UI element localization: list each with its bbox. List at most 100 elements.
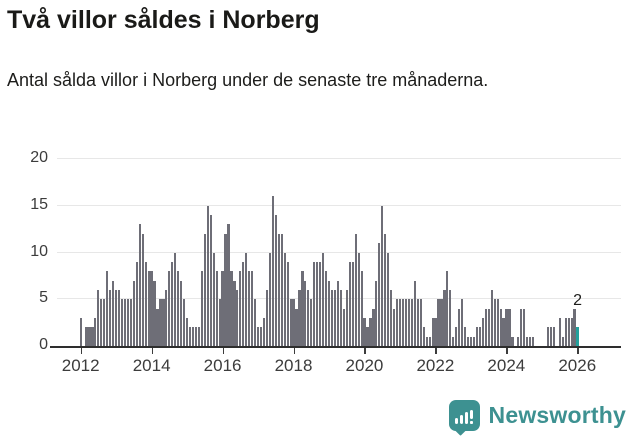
bar — [549, 327, 552, 346]
bar — [301, 271, 304, 346]
bar — [138, 224, 141, 346]
bar — [345, 289, 348, 346]
y-tick-label-10: 10 — [30, 242, 48, 260]
x-tick-label-2022: 2022 — [416, 356, 455, 375]
bar — [304, 280, 307, 346]
bar — [171, 261, 174, 346]
bar — [330, 289, 334, 346]
bar — [194, 327, 198, 346]
bar — [434, 317, 437, 346]
x-tick-2020 — [364, 348, 366, 354]
y-tick-label-0: 0 — [39, 336, 48, 353]
bar — [106, 271, 109, 346]
bar — [387, 252, 390, 346]
bar — [363, 317, 366, 346]
bar — [114, 289, 118, 346]
bar — [357, 252, 360, 346]
bar — [437, 299, 440, 346]
bar — [259, 327, 263, 346]
bar — [224, 233, 227, 346]
gridline-20 — [57, 158, 621, 159]
bar — [230, 271, 233, 346]
bar — [413, 280, 416, 346]
bar — [221, 271, 224, 346]
bar — [162, 299, 165, 346]
bar — [286, 261, 289, 346]
bar — [428, 336, 431, 346]
bar — [404, 299, 408, 346]
bar — [295, 308, 298, 346]
x-tick-label-2026: 2026 — [558, 356, 597, 375]
bar — [440, 299, 443, 346]
y-tick-label-15: 15 — [30, 195, 48, 213]
bar — [325, 271, 328, 346]
bar — [366, 327, 369, 346]
bar — [449, 289, 452, 346]
bar — [129, 299, 132, 346]
bar — [493, 299, 496, 346]
bar — [206, 205, 209, 346]
icon-bar-1 — [455, 417, 459, 424]
bar — [109, 289, 112, 346]
bar — [511, 336, 514, 346]
bar — [378, 243, 381, 346]
bar — [407, 299, 411, 346]
bar — [461, 299, 464, 346]
chart-subtitle: Antal sålda villor i Norberg under de se… — [7, 70, 489, 90]
y-tick-label-20: 20 — [30, 149, 48, 166]
bar — [79, 317, 82, 346]
bar — [532, 336, 535, 346]
bar — [484, 308, 487, 346]
bar — [443, 289, 446, 346]
bar — [316, 261, 319, 346]
bar — [97, 289, 100, 346]
bar — [508, 308, 511, 346]
bar — [464, 327, 467, 346]
bar — [469, 336, 473, 346]
bar — [567, 317, 570, 346]
bar — [393, 308, 396, 346]
x-tick-2014 — [151, 348, 154, 354]
icon-exclamation — [470, 409, 474, 431]
bar — [446, 271, 449, 346]
x-tick-2012 — [80, 348, 83, 354]
bar — [478, 327, 482, 346]
bar — [502, 317, 505, 346]
bar — [212, 252, 215, 346]
x-tick-label-2018: 2018 — [274, 356, 313, 375]
bar — [475, 327, 479, 346]
bar — [227, 224, 230, 346]
bar — [292, 299, 295, 346]
bar — [422, 327, 425, 346]
bar — [573, 308, 576, 346]
bar — [372, 308, 375, 346]
bar — [401, 299, 405, 346]
bar — [150, 271, 153, 346]
bar — [268, 252, 271, 346]
bar — [262, 317, 266, 346]
x-tick-2026 — [577, 348, 579, 354]
newsworthy-icon — [448, 399, 480, 436]
bar — [159, 299, 162, 346]
newsworthy-logo: Newsworthy — [448, 396, 626, 436]
bar — [526, 336, 529, 346]
bar — [256, 327, 260, 346]
icon-exclamation-dot — [470, 420, 474, 424]
x-axis-line — [50, 346, 621, 348]
x-tick-label-2014: 2014 — [132, 356, 171, 375]
bar — [177, 271, 180, 346]
bar — [248, 271, 251, 346]
bar — [280, 233, 283, 346]
bar — [265, 289, 269, 346]
bar — [165, 289, 168, 346]
bar — [348, 261, 351, 346]
bar — [147, 271, 150, 346]
y-tick-label-5: 5 — [39, 289, 48, 307]
gridline-10 — [57, 251, 621, 253]
bar — [88, 327, 91, 346]
bar — [487, 308, 490, 346]
page-title: Två villor såldes i Norberg — [7, 6, 320, 34]
bar — [277, 233, 280, 346]
bar — [94, 317, 97, 346]
bar — [431, 317, 434, 346]
